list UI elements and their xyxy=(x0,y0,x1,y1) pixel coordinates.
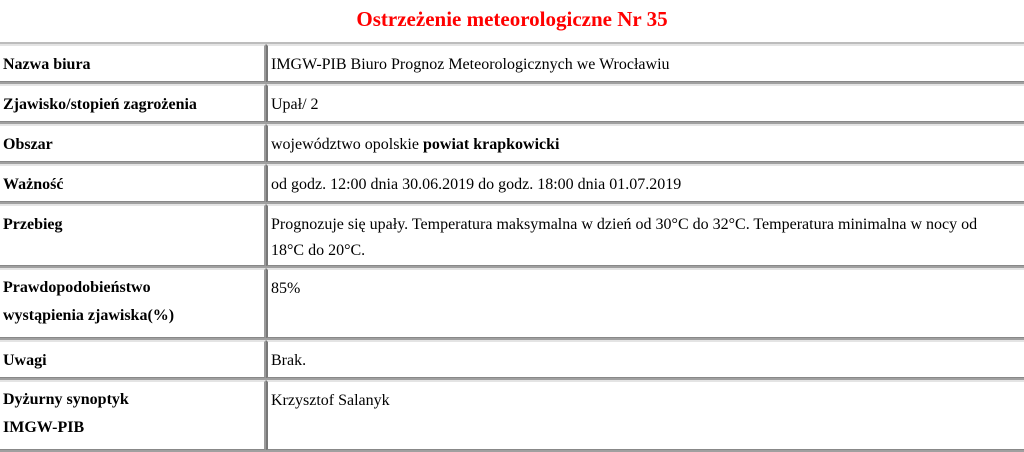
row-value: Prognozuje się upały. Temperatura maksym… xyxy=(266,204,1024,266)
table-row-phenomenon: Zjawisko/stopień zagrożenia Upał/ 2 xyxy=(0,84,1024,124)
row-label: Prawdopodobieństwo wystąpienia zjawiska(… xyxy=(0,268,266,338)
table-row-forecaster: Dyżurny synoptyk IMGW-PIB Krzysztof Sala… xyxy=(0,380,1024,452)
area-voivodeship: województwo opolskie xyxy=(271,136,423,153)
table-row-remarks: Uwagi Brak. xyxy=(0,340,1024,380)
area-county: powiat krapkowicki xyxy=(422,136,560,153)
table-row-area: Obszar województwo opolskie powiat krapk… xyxy=(0,124,1024,164)
row-value: Brak. xyxy=(266,340,1024,378)
page-title: Ostrzeżenie meteorologiczne Nr 35 xyxy=(356,7,668,31)
table-row-probability: Prawdopodobieństwo wystąpienia zjawiska(… xyxy=(0,268,1024,340)
row-value: IMGW-PIB Biuro Prognoz Meteorologicznych… xyxy=(266,44,1024,82)
row-label: Obszar xyxy=(0,124,266,162)
row-label: Uwagi xyxy=(0,340,266,378)
row-value: województwo opolskie powiat krapkowicki xyxy=(266,124,1024,162)
table-row-course: Przebieg Prognozuje się upały. Temperatu… xyxy=(0,204,1024,268)
row-label: Przebieg xyxy=(0,204,266,266)
row-value: od godz. 12:00 dnia 30.06.2019 do godz. … xyxy=(266,164,1024,202)
table-row-validity: Ważność od godz. 12:00 dnia 30.06.2019 d… xyxy=(0,164,1024,204)
table-row-office: Nazwa biura IMGW-PIB Biuro Prognoz Meteo… xyxy=(0,44,1024,84)
row-value: Krzysztof Salanyk xyxy=(266,380,1024,450)
row-label: Dyżurny synoptyk IMGW-PIB xyxy=(0,380,266,450)
row-label: Ważność xyxy=(0,164,266,202)
warning-table: Nazwa biura IMGW-PIB Biuro Prognoz Meteo… xyxy=(0,42,1024,452)
row-value: 85% xyxy=(266,268,1024,338)
row-value: Upał/ 2 xyxy=(266,84,1024,122)
row-label: Zjawisko/stopień zagrożenia xyxy=(0,84,266,122)
row-label: Nazwa biura xyxy=(0,44,266,82)
